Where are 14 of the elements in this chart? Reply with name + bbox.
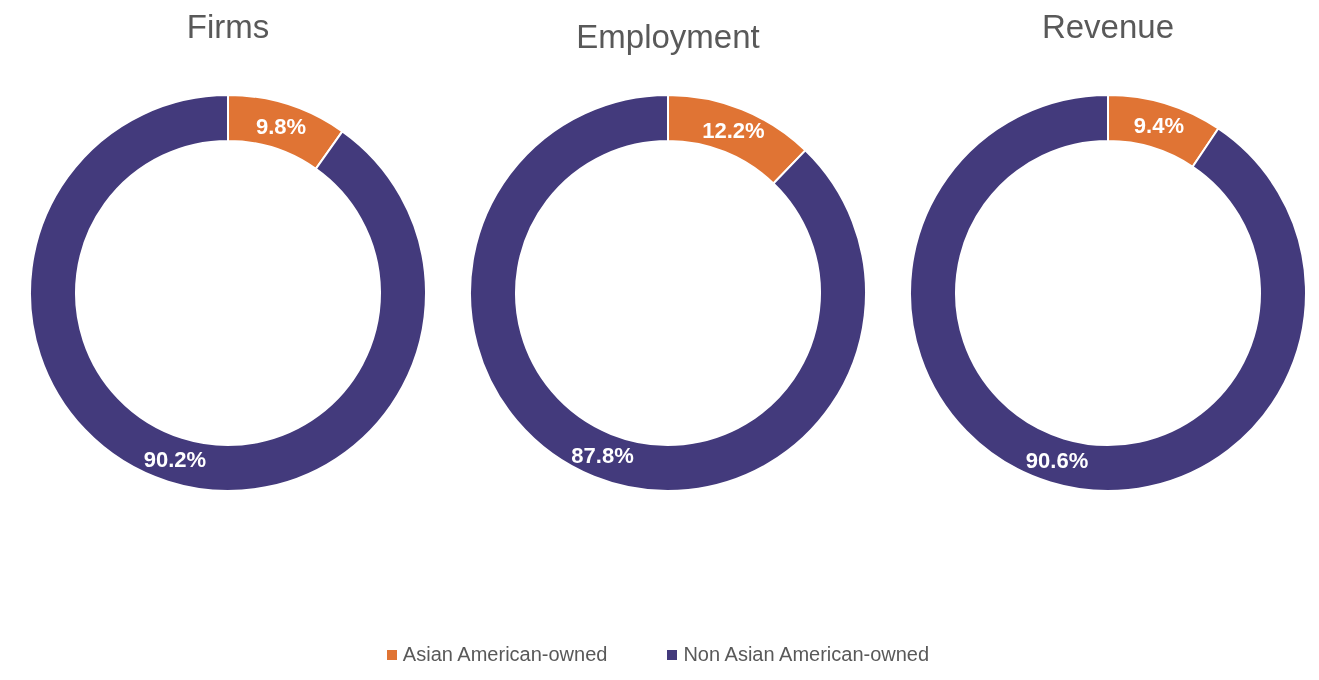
chart-title: Employment	[576, 18, 760, 57]
data-label: 12.2%	[702, 118, 765, 144]
chart-title: Revenue	[1041, 8, 1175, 47]
donut-slice	[469, 94, 867, 492]
legend-label: Non Asian American-owned	[683, 643, 930, 666]
data-label: 87.8%	[571, 442, 634, 468]
data-label: 9.8%	[255, 113, 307, 139]
data-label: 90.2%	[143, 447, 207, 473]
chart-title: Firms	[186, 8, 270, 47]
donut-slice	[909, 94, 1307, 492]
donut-slice	[29, 94, 427, 492]
legend-label: Asian American-owned	[402, 643, 608, 666]
data-label: 90.6%	[1025, 447, 1089, 473]
data-label: 9.4%	[1133, 113, 1185, 139]
